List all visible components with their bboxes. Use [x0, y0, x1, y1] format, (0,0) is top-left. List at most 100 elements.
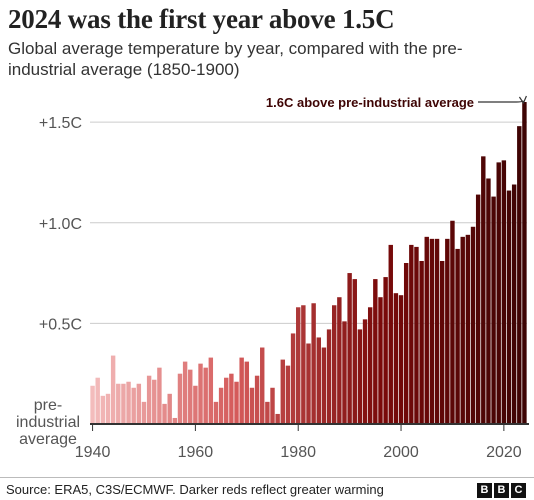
bar: [475, 194, 481, 424]
bar: [172, 417, 178, 424]
bbc-logo-letter: B: [494, 483, 509, 498]
bar: [332, 305, 337, 424]
bar: [316, 337, 321, 424]
bar: [419, 260, 424, 424]
y-tick-label: pre-industrial average: [16, 397, 80, 448]
bar: [285, 365, 291, 424]
bar: [383, 277, 388, 424]
x-tick-label: 1940: [75, 444, 111, 461]
chart-subtitle: Global average temperature by year, comp…: [8, 39, 463, 79]
bar: [218, 387, 224, 424]
chart-title: 2024 was the first year above 1.5C: [8, 4, 395, 34]
bar: [434, 238, 440, 424]
bar: [193, 385, 198, 424]
bar: [157, 367, 162, 424]
bar: [337, 297, 342, 424]
y-tick-label: +0.5C: [39, 316, 82, 333]
bar: [491, 196, 496, 424]
y-tick-label: +1.5C: [39, 115, 82, 132]
bar: [321, 347, 327, 424]
bar: [398, 295, 404, 424]
bar: [162, 403, 167, 425]
bar: [254, 375, 260, 424]
bar: [486, 178, 491, 424]
bar: [450, 220, 455, 424]
bar: [141, 401, 147, 424]
bar: [280, 359, 285, 424]
bar: [347, 273, 352, 424]
bar: [110, 355, 116, 424]
bar: [373, 279, 378, 424]
bar: [501, 160, 507, 425]
footer-divider: [0, 477, 534, 478]
bar: [265, 401, 270, 424]
bar: [517, 126, 522, 425]
temperature-bar-chart: pre-industrial average +0.5C +1.0C +1.5C 1940…: [16, 95, 529, 461]
bar: [439, 260, 445, 424]
bar: [403, 263, 409, 424]
bbc-logo: B B C: [477, 483, 526, 498]
bar: [146, 375, 152, 424]
x-tick-label: 2020: [486, 444, 522, 461]
bar: [342, 321, 347, 424]
bar: [213, 401, 219, 424]
bar: [121, 383, 126, 424]
x-tick-label: 2000: [383, 444, 419, 461]
bar: [182, 361, 188, 424]
bar: [244, 361, 250, 424]
bar: [198, 363, 203, 425]
bar: [224, 377, 229, 424]
bar: [188, 369, 193, 424]
bar: [445, 238, 450, 424]
bar: [116, 383, 121, 424]
bar: [409, 244, 414, 424]
bar: [95, 377, 100, 424]
bar: [496, 162, 501, 425]
bar: [465, 234, 471, 424]
y-tick-label: +1.0C: [39, 216, 82, 233]
bar: [296, 307, 301, 424]
source-note: Source: ERA5, C3S/ECMWF. Darker reds ref…: [6, 482, 384, 497]
bbc-logo-letter: B: [477, 483, 492, 498]
bar: [105, 393, 111, 424]
bar: [367, 307, 373, 424]
bar: [301, 305, 306, 424]
bar: [208, 357, 214, 424]
bar: [167, 393, 172, 424]
annotation-label: 1.6C above pre-industrial average: [266, 95, 474, 110]
bar: [290, 333, 296, 424]
bar: [506, 190, 512, 424]
bar: [378, 297, 383, 424]
bar: [100, 395, 106, 424]
bar: [357, 329, 363, 424]
bar: [481, 156, 486, 424]
bar: [136, 383, 142, 424]
bar: [229, 373, 234, 424]
bar: [362, 319, 368, 424]
annotation-arrowhead: [518, 95, 527, 105]
bar: [352, 279, 357, 424]
annotation-arrow: [478, 100, 524, 103]
bar: [393, 293, 399, 424]
bar: [455, 248, 460, 424]
bar: [260, 347, 265, 424]
bar: [311, 303, 316, 424]
bar: [414, 246, 419, 424]
bar: [270, 387, 275, 424]
bar: [126, 381, 131, 424]
bar: [522, 102, 527, 424]
bar: [131, 387, 136, 424]
bar: [152, 379, 157, 424]
bar: [460, 236, 465, 424]
bar: [470, 226, 476, 424]
bar: [306, 343, 311, 424]
bar: [511, 184, 517, 424]
bar: [234, 381, 239, 424]
bar: [203, 367, 208, 424]
bar: [249, 387, 255, 424]
bbc-logo-letter: C: [511, 483, 526, 498]
bar: [424, 236, 429, 424]
x-tick-label: 1960: [178, 444, 214, 461]
bar: [239, 357, 244, 424]
bar: [177, 373, 183, 424]
